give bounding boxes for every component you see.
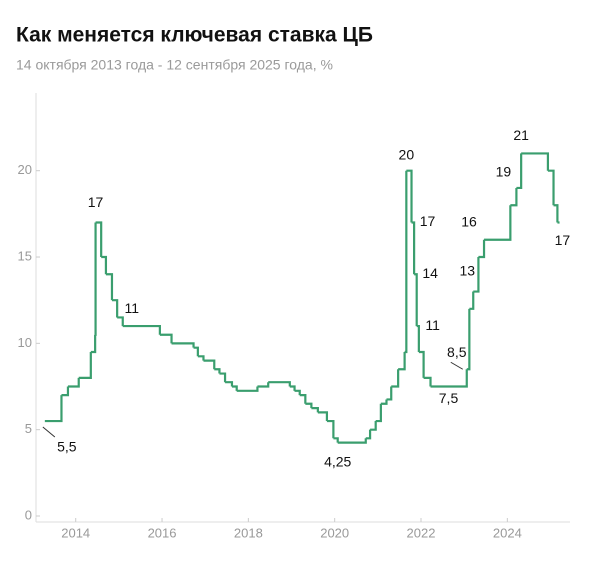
y-tick-label: 15 <box>18 248 32 263</box>
step-segment <box>101 255 108 275</box>
x-tick-label: 2018 <box>234 525 263 540</box>
step-segment <box>416 324 420 352</box>
x-tick-label: 2014 <box>61 525 90 540</box>
step-segment <box>289 385 296 391</box>
step-segment <box>521 152 550 171</box>
annotation: 4,25 <box>324 453 351 469</box>
annotation: 14 <box>422 265 438 281</box>
step-segment <box>61 386 70 397</box>
step-segment <box>553 204 559 223</box>
annotation: 11 <box>125 300 140 316</box>
leader-line <box>450 361 464 370</box>
step-segment <box>225 381 234 387</box>
annotation: 19 <box>496 164 512 180</box>
step-segment <box>67 377 80 388</box>
annotation: 17 <box>420 213 436 229</box>
step-segment <box>398 351 406 371</box>
step-segment <box>337 438 367 444</box>
step-segment <box>159 333 173 344</box>
annotation: 16 <box>461 213 477 229</box>
step-segment <box>365 429 372 440</box>
step-segment <box>117 316 124 327</box>
step-segment <box>466 308 471 371</box>
x-tick-label: 2022 <box>407 525 436 540</box>
step-segment <box>516 153 523 190</box>
chart-title: Как меняется ключевая ставка ЦБ <box>16 24 373 47</box>
step-segment <box>236 386 259 392</box>
step-segment <box>78 351 92 379</box>
step-segment <box>380 399 388 405</box>
x-tick-label: 2020 <box>320 525 349 540</box>
annotation: 5,5 <box>57 439 77 455</box>
annotation: 11 <box>425 317 440 333</box>
step-segment <box>305 402 313 409</box>
step-segment <box>197 355 205 361</box>
step-segment <box>404 170 408 354</box>
step-segment <box>311 406 319 413</box>
step-segment <box>299 394 307 404</box>
chart-subtitle: 14 октября 2013 года - 12 сентября 2025 … <box>16 57 333 73</box>
step-segment <box>171 342 195 348</box>
annotation: 21 <box>513 127 529 143</box>
step-segment <box>193 346 199 357</box>
annotation: 7,5 <box>439 390 459 406</box>
step-segment <box>214 368 221 374</box>
step-segment <box>257 382 270 388</box>
step-segment <box>370 421 377 431</box>
y-tick-label: 0 <box>25 507 32 522</box>
step-segment <box>90 334 97 354</box>
step-segment <box>386 386 393 401</box>
annotation: 17 <box>88 194 104 210</box>
step-segment <box>469 291 475 310</box>
step-segment <box>294 389 301 396</box>
step-segment <box>510 187 518 207</box>
step-segment <box>391 369 400 388</box>
step-segment <box>268 381 291 387</box>
step-segment <box>44 395 63 423</box>
step-segment <box>418 350 425 378</box>
annotation: 17 <box>555 232 571 248</box>
step-segment <box>473 257 480 293</box>
y-tick-label: 20 <box>18 162 32 177</box>
step-segment <box>406 169 413 223</box>
step-segment <box>219 372 227 383</box>
step-segment <box>484 205 512 241</box>
step-segment <box>375 403 382 423</box>
y-tick-label: 10 <box>18 335 32 350</box>
step-segment <box>411 221 416 275</box>
step-segment <box>203 359 216 370</box>
annotation: 8,5 <box>447 344 467 360</box>
step-segment <box>430 369 468 388</box>
step-segment <box>317 411 329 422</box>
step-segment <box>333 437 339 443</box>
step-segment <box>547 169 555 206</box>
step-segment <box>231 385 238 391</box>
x-tick-label: 2016 <box>148 525 177 540</box>
annotation: 13 <box>459 262 475 278</box>
step-segment <box>111 299 119 318</box>
step-segment <box>95 221 103 258</box>
step-segment <box>414 273 418 327</box>
step-segment <box>478 239 486 259</box>
annotation: 20 <box>399 146 415 162</box>
y-tick-label: 5 <box>25 421 32 436</box>
leader-line <box>42 426 56 438</box>
x-tick-label: 2024 <box>493 525 522 540</box>
step-segment <box>326 419 335 439</box>
step-segment <box>122 324 161 335</box>
step-segment <box>423 376 432 387</box>
step-segment <box>105 273 114 301</box>
